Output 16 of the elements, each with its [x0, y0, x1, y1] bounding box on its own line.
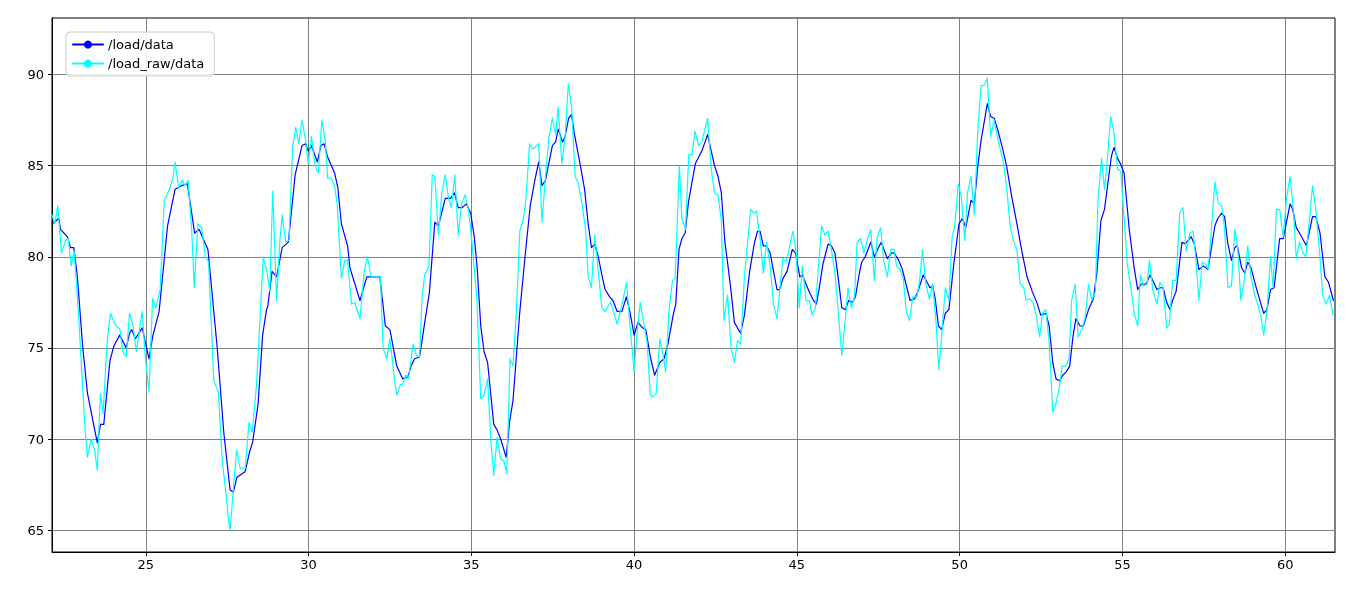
- y-tick-label: 90: [27, 67, 44, 82]
- x-tick-label: 55: [1114, 557, 1131, 572]
- y-tick-label: 75: [27, 340, 44, 356]
- x-tick-label: 30: [300, 557, 317, 572]
- x-tick-label: 60: [1276, 557, 1294, 572]
- y-tick-label: 80: [27, 249, 44, 265]
- x-tick-label: 45: [788, 557, 806, 572]
- y-tick-label: 85: [27, 158, 44, 174]
- legend-label: /load_raw/data: [108, 56, 205, 71]
- y-tick-label: 65: [27, 522, 44, 538]
- x-tick-label: 35: [463, 557, 480, 572]
- x-tick-label: 50: [951, 557, 968, 572]
- x-tick-label: 25: [137, 557, 155, 572]
- y-tick-label: 70: [27, 431, 44, 447]
- legend-label: /load/data: [108, 37, 174, 52]
- x-tick-label: 40: [625, 557, 643, 572]
